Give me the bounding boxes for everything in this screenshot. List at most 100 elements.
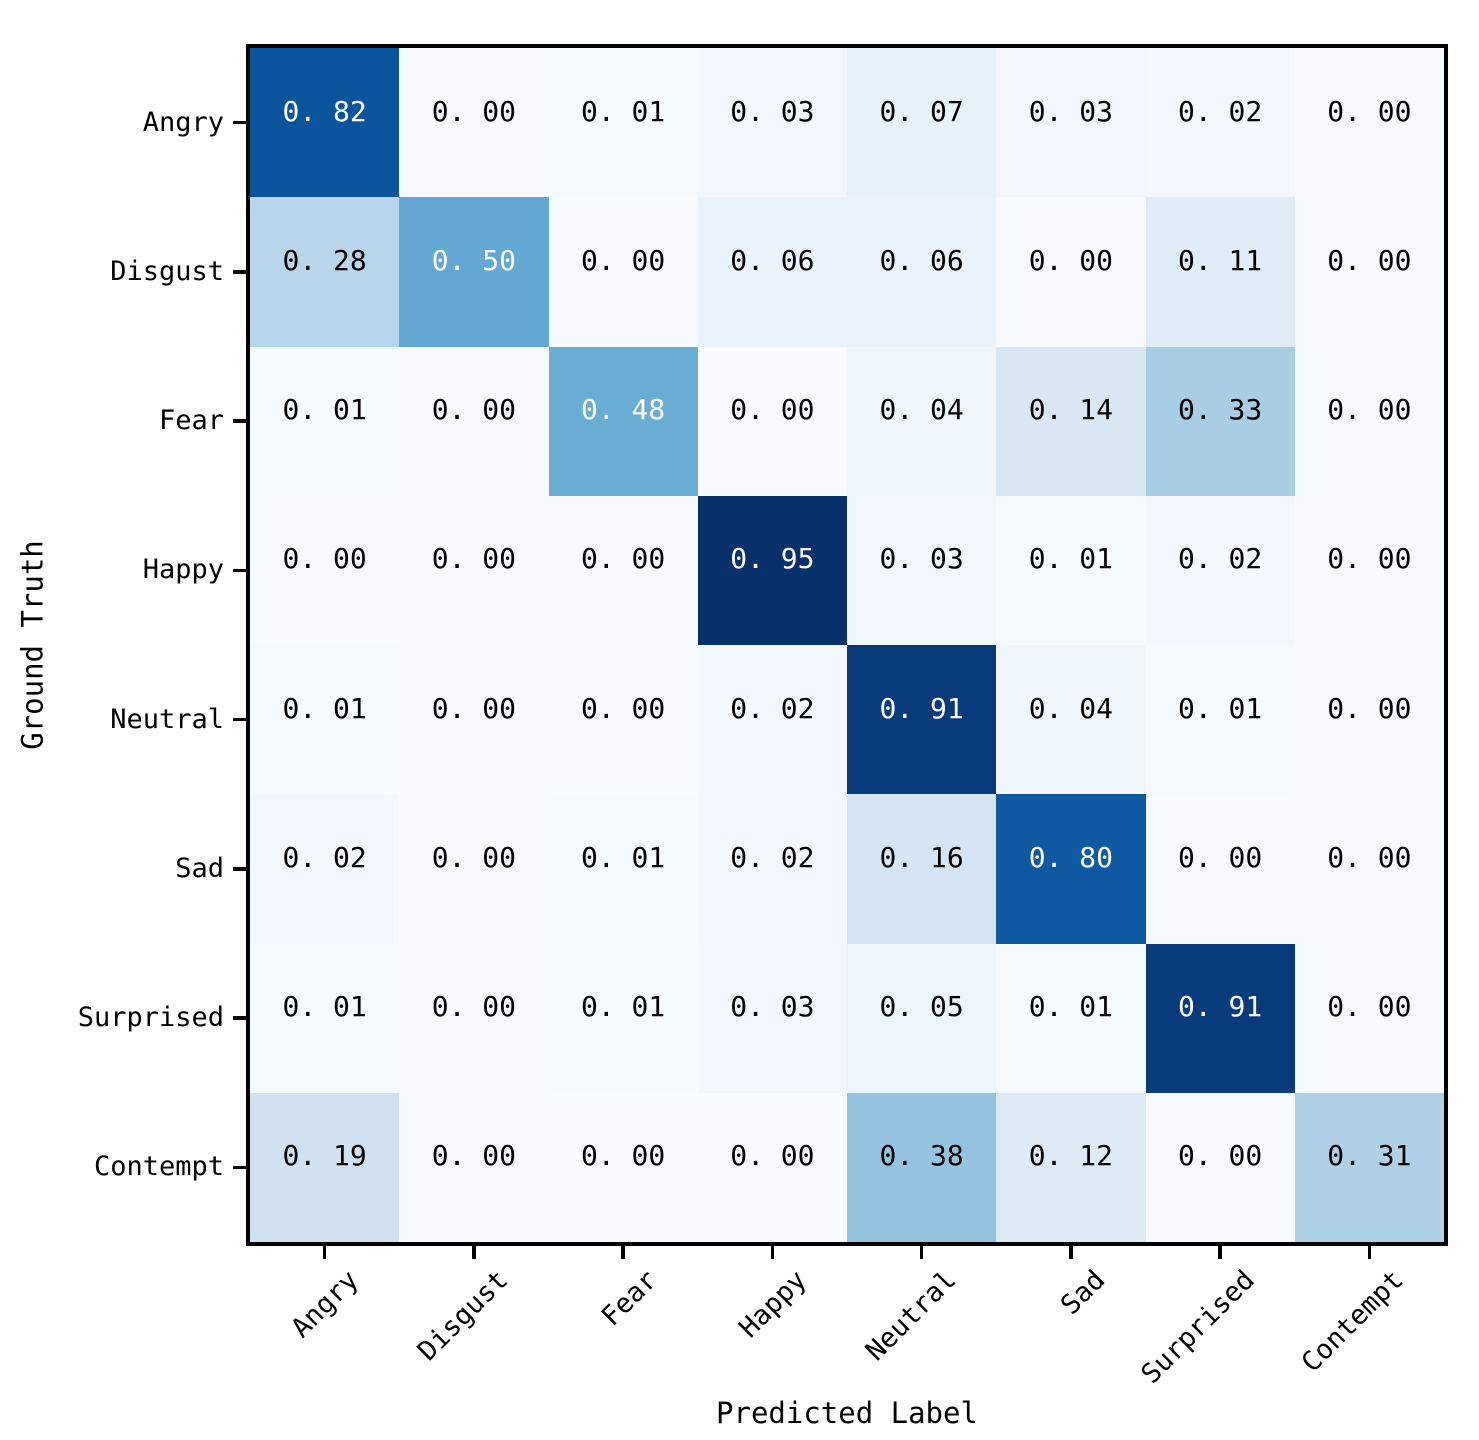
cell-value: 0. 38 <box>879 1139 964 1173</box>
heatmap-cell: 0. 00 <box>697 346 847 496</box>
heatmap-cell: 0. 11 <box>1145 197 1295 347</box>
heatmap-cell: 0. 02 <box>697 794 847 944</box>
cell-value: 0. 00 <box>431 94 517 128</box>
x-tick-label: Neutral <box>859 1264 963 1367</box>
heatmap-cell: 0. 02 <box>1145 48 1295 198</box>
x-axis-title: Predicted Label <box>716 1396 978 1430</box>
cell-value: 0. 03 <box>1028 94 1114 128</box>
cell-value: 0. 00 <box>1327 393 1412 427</box>
heatmap-cell: 0. 07 <box>847 48 997 198</box>
cell-value: 0. 33 <box>1177 393 1263 427</box>
cell-value: 0. 00 <box>1028 243 1114 277</box>
cell-value: 0. 02 <box>730 691 815 725</box>
heatmap-cell: 0. 01 <box>996 943 1146 1093</box>
heatmap-cell: 0. 14 <box>996 346 1146 496</box>
heatmap-cell: 0. 91 <box>847 645 997 795</box>
cell-value: 0. 03 <box>879 542 964 576</box>
x-tick-label: Contempt <box>1296 1264 1410 1379</box>
cell-value: 0. 03 <box>730 94 815 128</box>
cell-value: 0. 06 <box>730 243 815 277</box>
heatmap-cell: 0. 00 <box>1145 1092 1295 1242</box>
heatmap-cell: 0. 00 <box>1145 794 1295 944</box>
y-axis-tick-mark <box>233 568 246 573</box>
heatmap-cell: 0. 01 <box>548 794 698 944</box>
x-axis-tick-mark <box>919 1246 924 1259</box>
cell-value: 0. 00 <box>1177 840 1263 874</box>
cell-value: 0. 00 <box>431 840 517 874</box>
heatmap-cell: 0. 80 <box>996 794 1146 944</box>
heatmap-cell: 0. 01 <box>250 943 400 1093</box>
heatmap-cell: 0. 01 <box>1145 645 1295 795</box>
heatmap-cell: 0. 16 <box>847 794 997 944</box>
heatmap-cell: 0. 00 <box>548 645 698 795</box>
cell-value: 0. 06 <box>879 243 964 277</box>
cell-value: 0. 00 <box>282 542 367 576</box>
cell-value: 0. 31 <box>1327 1139 1412 1173</box>
y-axis-tick-mark <box>233 270 246 274</box>
x-axis-tick-mark <box>621 1246 625 1259</box>
y-tick-label: Happy <box>142 554 224 586</box>
heatmap-cell: 0. 00 <box>399 645 549 795</box>
y-tick-label: Fear <box>158 405 224 437</box>
heatmap-cell: 0. 33 <box>1145 346 1295 496</box>
cell-value: 0. 00 <box>431 1139 517 1173</box>
cell-value: 0. 50 <box>431 243 517 277</box>
cell-value: 0. 07 <box>879 94 964 128</box>
cell-value: 0. 00 <box>1177 1139 1263 1173</box>
x-tick-label: Disgust <box>411 1264 515 1367</box>
x-axis-tick-mark <box>1218 1246 1222 1259</box>
heatmap-cell: 0. 91 <box>1145 943 1295 1093</box>
heatmap-cell: 0. 01 <box>996 495 1146 645</box>
heatmap-cell: 0. 03 <box>996 48 1146 198</box>
y-tick-label: Neutral <box>110 703 224 735</box>
cell-value: 0. 01 <box>282 990 367 1024</box>
x-tick-label: Surprised <box>1135 1264 1261 1390</box>
cell-value: 0. 14 <box>1028 393 1114 427</box>
y-axis-tick-mark <box>233 120 246 125</box>
heatmap-cell: 0. 00 <box>996 197 1146 347</box>
heatmap-cell: 0. 95 <box>697 495 847 645</box>
cell-value: 0. 95 <box>730 542 815 576</box>
cell-value: 0. 16 <box>879 840 964 874</box>
heatmap-cell: 0. 01 <box>548 48 698 198</box>
heatmap-cell: 0. 03 <box>697 48 847 198</box>
cell-value: 0. 82 <box>282 94 367 128</box>
heatmap-cell: 0. 28 <box>250 197 400 347</box>
cell-value: 0. 02 <box>1177 542 1263 576</box>
cell-value: 0. 00 <box>580 691 666 725</box>
heatmap-cell: 0. 04 <box>996 645 1146 795</box>
x-axis-tick-mark <box>1069 1246 1073 1259</box>
heatmap-cell: 0. 00 <box>399 943 549 1093</box>
cell-value: 0. 01 <box>1177 691 1263 725</box>
cell-value: 0. 02 <box>1177 94 1263 128</box>
heatmap-cell: 0. 00 <box>399 495 549 645</box>
cell-value: 0. 01 <box>282 393 367 427</box>
heatmap-cell: 0. 00 <box>1294 495 1444 645</box>
x-tick-label: Happy <box>733 1264 813 1344</box>
cell-value: 0. 12 <box>1028 1139 1114 1173</box>
cell-value: 0. 11 <box>1177 243 1263 277</box>
cell-value: 0. 00 <box>431 393 517 427</box>
heatmap-cell: 0. 00 <box>399 794 549 944</box>
heatmap-cell: 0. 03 <box>697 943 847 1093</box>
heatmap-cell: 0. 00 <box>548 495 698 645</box>
heatmap-cell: 0. 19 <box>250 1092 400 1242</box>
cell-value: 0. 00 <box>431 542 517 576</box>
cell-value: 0. 04 <box>879 393 964 427</box>
y-axis-title: Ground Truth <box>15 540 50 750</box>
cell-value: 0. 01 <box>282 691 367 725</box>
x-tick-label: Angry <box>285 1264 366 1344</box>
cell-value: 0. 00 <box>730 1139 815 1173</box>
heatmap-cell: 0. 00 <box>399 346 549 496</box>
heatmap-cell: 0. 00 <box>1294 48 1444 198</box>
y-axis-tick-mark <box>233 1016 246 1020</box>
cell-value: 0. 00 <box>1327 990 1412 1024</box>
cell-value: 0. 00 <box>580 243 666 277</box>
cell-value: 0. 02 <box>282 840 367 874</box>
y-axis-tick-mark <box>233 717 246 722</box>
y-axis-tick-mark <box>233 867 246 871</box>
cell-value: 0. 19 <box>282 1139 367 1173</box>
cell-value: 0. 00 <box>730 393 815 427</box>
cell-value: 0. 00 <box>431 990 517 1024</box>
cell-value: 0. 01 <box>580 990 666 1024</box>
